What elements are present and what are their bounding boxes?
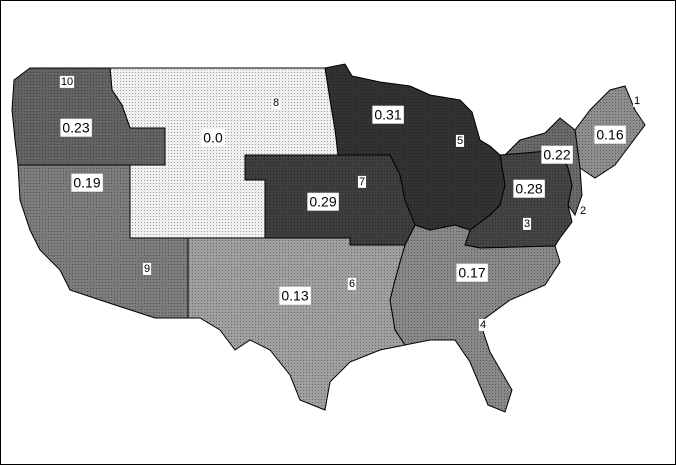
value-label-box [71, 173, 103, 192]
value-label: 0.0 [203, 130, 223, 146]
value-label: 0.13 [281, 288, 308, 304]
value-label-box [513, 179, 545, 198]
value-label: 0.28 [515, 181, 542, 197]
region-number: 2 [580, 205, 586, 217]
region-texture [325, 64, 505, 230]
region-number-box [271, 96, 281, 109]
value-label: 0.31 [374, 107, 401, 123]
region-number: 4 [480, 319, 486, 331]
region-texture [12, 68, 165, 165]
region-number-box [59, 75, 75, 88]
region-number: 7 [359, 176, 365, 188]
value-label: 0.23 [62, 120, 89, 136]
region-texture [465, 150, 572, 248]
region-number: 8 [273, 97, 279, 109]
region-number: 6 [349, 278, 355, 290]
region-number-box [522, 217, 532, 230]
value-label-box [372, 105, 404, 124]
region-number-box [632, 94, 642, 107]
region-number: 5 [457, 135, 463, 147]
value-label-box [60, 118, 92, 137]
region-number-box [478, 318, 488, 331]
regions [11, 63, 646, 413]
region-number: 9 [144, 263, 150, 275]
value-label-box [456, 263, 488, 282]
region-number: 10 [61, 76, 73, 88]
value-label-box [307, 192, 339, 211]
value-label: 0.17 [458, 265, 485, 281]
region-number-box [455, 134, 465, 147]
region-number: 3 [524, 218, 530, 230]
value-label-box [594, 125, 626, 144]
region-texture [505, 118, 582, 215]
value-label: 0.16 [596, 127, 623, 143]
region-number-box [142, 262, 152, 275]
value-label: 0.29 [309, 194, 336, 210]
region-texture [390, 225, 560, 412]
region-texture [18, 165, 188, 318]
region-number: 1 [634, 95, 640, 107]
region-texture [110, 68, 338, 238]
value-label: 0.22 [543, 147, 570, 163]
region-number-box [357, 175, 367, 188]
region-number-box [347, 277, 357, 290]
labels: 1 0.16 2 0.22 3 0.28 4 0.17 5 0.31 6 0.13 7 0.29 8 0.0 9… [59, 75, 642, 331]
value-label-box [201, 128, 225, 147]
value-label-box [279, 286, 311, 305]
region-number-box [578, 204, 588, 217]
value-label-box [541, 145, 573, 164]
value-label: 0.19 [73, 175, 100, 191]
